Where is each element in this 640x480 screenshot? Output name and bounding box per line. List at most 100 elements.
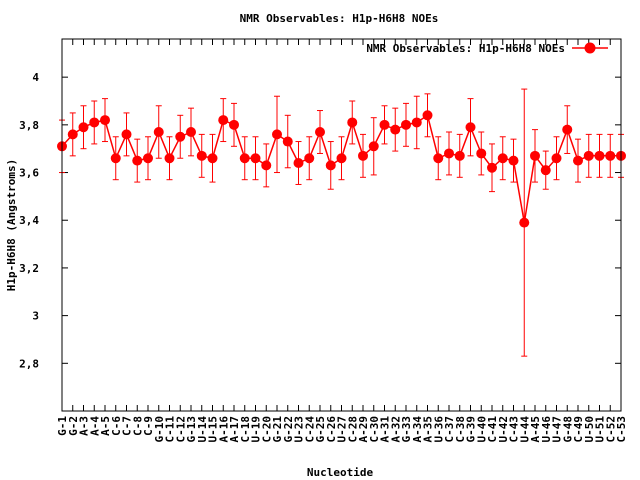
x-tick-label: G-21 <box>271 416 284 443</box>
y-axis-label: H1p-H6H8 (Angstroms) <box>5 159 18 291</box>
x-tick-label: G-33 <box>400 416 413 443</box>
y-tick-label: 3,4 <box>19 214 39 227</box>
x-axis-ticks: G-1G-2A-3A-4A-5C-6C-7C-8C-9G-10C-11C-12G… <box>56 39 628 443</box>
x-tick-label: A-17 <box>228 416 241 443</box>
x-tick-label: C-26 <box>325 416 338 443</box>
data-point <box>110 153 121 164</box>
data-point <box>573 155 583 166</box>
data-point <box>89 117 100 128</box>
x-tick-label: A-29 <box>357 416 370 443</box>
x-tick-label: C-11 <box>164 416 177 443</box>
x-tick-label: A-31 <box>379 416 392 443</box>
data-point <box>540 165 551 176</box>
x-tick-label: U-46 <box>540 416 553 443</box>
data-point <box>508 155 519 166</box>
x-tick-label: U-51 <box>594 416 607 443</box>
x-tick-label: U-44 <box>518 416 531 443</box>
data-point <box>229 119 239 130</box>
data-point <box>336 153 347 164</box>
y-tick-label: 2,8 <box>19 357 39 370</box>
data-point <box>272 129 282 140</box>
x-tick-label: C-9 <box>142 416 155 436</box>
x-tick-label: G-1 <box>56 416 69 436</box>
y-tick-label: 3 <box>32 310 39 323</box>
x-tick-label: U-40 <box>475 416 488 443</box>
x-tick-label: C-53 <box>615 416 628 443</box>
x-tick-label: G-39 <box>465 416 478 443</box>
data-point <box>164 153 175 164</box>
x-tick-label: A-34 <box>411 416 424 443</box>
y-tick-label: 3,8 <box>19 119 39 132</box>
x-tick-label: C-20 <box>260 416 273 443</box>
data-point <box>347 117 358 128</box>
x-tick-label: U-14 <box>196 416 209 443</box>
data-point <box>78 122 89 133</box>
x-tick-label: C-49 <box>572 416 585 443</box>
x-tick-label: G-13 <box>185 416 198 443</box>
data-point <box>497 153 508 164</box>
y-tick-label: 3,2 <box>19 262 39 275</box>
data-point <box>186 127 196 137</box>
x-tick-label: A-16 <box>217 416 230 443</box>
data-point <box>551 153 562 164</box>
x-tick-label: U-23 <box>293 416 306 443</box>
y-tick-label: 4 <box>32 71 39 84</box>
x-tick-label: U-27 <box>336 416 349 443</box>
data-points <box>57 110 626 228</box>
x-tick-label: U-36 <box>432 416 445 443</box>
data-point <box>476 148 487 159</box>
x-tick-label: U-47 <box>551 416 564 443</box>
data-point <box>325 160 336 171</box>
data-point <box>282 136 293 147</box>
data-point <box>207 153 218 164</box>
x-tick-label: A-3 <box>78 416 91 436</box>
data-point <box>121 129 132 140</box>
data-point <box>605 150 616 161</box>
data-point <box>422 110 433 121</box>
x-tick-label: G-22 <box>282 416 295 443</box>
data-point <box>153 127 164 137</box>
data-point <box>218 115 229 126</box>
data-point <box>583 150 594 161</box>
legend-label: NMR Observables: H1p-H6H8 NOEs <box>366 42 565 55</box>
data-point <box>379 119 390 130</box>
x-tick-label: A-35 <box>422 416 435 443</box>
x-tick-label: C-8 <box>131 416 144 436</box>
data-point <box>175 131 186 142</box>
x-tick-label: C-28 <box>346 416 359 443</box>
x-tick-label: A-32 <box>389 416 402 443</box>
data-point <box>454 150 465 161</box>
data-point <box>519 217 530 228</box>
data-point <box>562 124 573 135</box>
data-point <box>530 150 540 161</box>
x-tick-label: C-41 <box>486 416 499 443</box>
data-point <box>196 150 207 161</box>
x-tick-label: U-42 <box>497 416 510 443</box>
data-point <box>100 115 110 126</box>
x-tick-label: C-24 <box>303 416 316 443</box>
x-tick-label: U-15 <box>207 416 220 443</box>
data-point <box>304 153 315 164</box>
x-tick-label: C-18 <box>239 416 252 443</box>
data-point <box>67 129 78 140</box>
legend-marker <box>584 42 596 54</box>
data-point <box>239 153 250 164</box>
x-tick-label: C-30 <box>368 416 381 443</box>
x-tick-label: C-43 <box>508 416 521 443</box>
data-point <box>132 155 143 166</box>
x-tick-label: C-37 <box>443 416 456 443</box>
x-tick-label: U-50 <box>583 416 596 443</box>
data-point <box>444 148 454 159</box>
x-tick-label: G-2 <box>67 416 80 436</box>
legend: NMR Observables: H1p-H6H8 NOEs <box>366 42 608 55</box>
data-point <box>465 122 476 133</box>
x-tick-label: C-38 <box>454 416 467 443</box>
x-tick-label: G-10 <box>153 416 166 443</box>
x-tick-label: A-45 <box>529 416 542 443</box>
data-point <box>358 150 368 161</box>
x-tick-label: G-48 <box>561 416 574 443</box>
x-tick-label: U-19 <box>250 416 263 443</box>
data-point <box>143 153 153 164</box>
x-axis-label: Nucleotide <box>307 466 374 479</box>
